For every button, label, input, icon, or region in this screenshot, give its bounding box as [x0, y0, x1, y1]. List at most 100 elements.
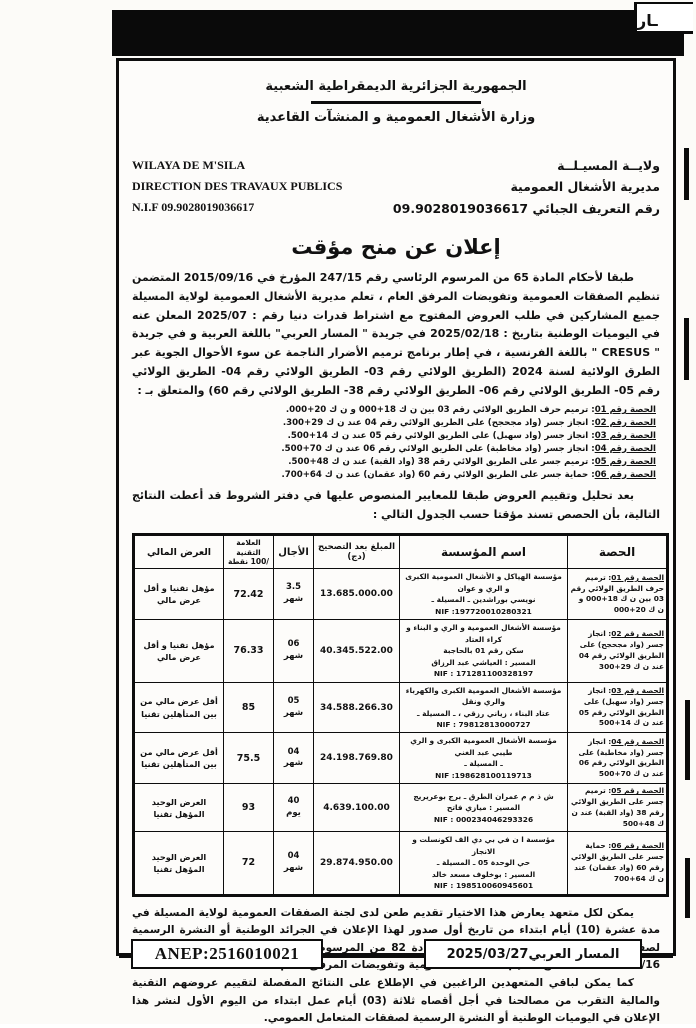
- consult-paragraph: كما يمكن لباقي المتعهدين الراغبين في الإ…: [132, 976, 660, 1025]
- cell-amount: 13.685.000.00: [313, 568, 400, 621]
- company-line: المسير : العياشي عبد الرزاق: [431, 657, 536, 667]
- company-nif: NIF :198628100119713: [435, 770, 532, 780]
- cell-lot-label: الحصة رقم 06: [611, 841, 664, 851]
- cell-score: 72: [223, 831, 274, 896]
- cell-lot-label: الحصة رقم 03: [611, 686, 664, 696]
- ministry-title: وزارة الأشغال العمومية و المنشآت القاعدي…: [256, 110, 536, 125]
- journal-stamp: المسار العربي 2025/03/27: [424, 939, 642, 969]
- direction-latin: DIRECTION DES TRAVAUX PUBLICS: [132, 179, 343, 193]
- cell-offer: مؤهل تقنيا و أقل عرض مالي: [133, 619, 224, 683]
- table-row: الحصة رقم 04: انجاز جسر (واد مخاطبة) على…: [133, 732, 668, 785]
- table-row: الحصة رقم 03: انجاز جسر (واد سهبل) على ا…: [133, 681, 668, 734]
- nif-latin: N.I.F 09.9028019036617: [132, 200, 255, 214]
- company-line: مؤسسة الأشغال العمومية الكبرى و الري طيب…: [410, 736, 557, 757]
- cell-company: مؤسسة الأشغال العمومية الكبرى والكهرباء …: [399, 681, 568, 734]
- lot-text: : ترميم جسر على الطريق الولائي رقم 38 (و…: [288, 456, 595, 467]
- lot-line: الحصة رقم 02: انجاز جسر (واد مجحجح) على …: [132, 417, 656, 430]
- duration-value: 40: [287, 795, 300, 806]
- duration-unit: يوم: [286, 807, 301, 818]
- anep-stamp: ANEP:2516010021: [131, 939, 323, 969]
- scan-artifact: [685, 700, 690, 780]
- cell-score: 93: [223, 783, 274, 833]
- cell-company: مؤسسة الهياكل و الأشغال العمومية الكبرى …: [399, 568, 568, 621]
- cell-duration: 04 شهر: [273, 732, 314, 785]
- cell-offer: أقل عرض مالي من بين المتأهلين تقنيا: [133, 681, 224, 734]
- cell-offer: العرض الوحيد المؤهل تقنيا: [133, 783, 224, 833]
- header-lot: الحصة: [567, 534, 668, 570]
- cell-score: 75.5: [223, 732, 274, 785]
- header-score-line2: /100 نقطة: [227, 557, 270, 566]
- bottom-paragraphs: يمكن لكل متعهد يعارض هذا الاختيار تقديم …: [132, 905, 660, 1028]
- cell-company: ش ذ م م عمران الطرق ـ برج بوعريريج المسي…: [399, 783, 568, 833]
- cell-lot-text: : انجاز جسر (واد مجحجح) على الطريق الولا…: [578, 629, 664, 671]
- lot-text: : انجاز جسر (واد مخاطبة) على الطريق الول…: [281, 443, 595, 454]
- header-score: العلامة التقنية /100 نقطة: [223, 534, 274, 570]
- journal-date: 2025/03/27: [446, 946, 529, 962]
- cell-lot-label: الحصة رقم 01: [611, 572, 664, 582]
- header-offer: العرض المالي: [133, 534, 224, 570]
- lot-text: : ترميم حرف الطريق الولائي رقم 03 بين ن …: [285, 405, 595, 416]
- cell-lot-text: : انجاز جسر (واد سهبل) على الطريق الولائ…: [578, 686, 664, 728]
- lot-label: الحصة رقم 01: [594, 405, 656, 416]
- duration-unit: شهر: [283, 862, 304, 873]
- company-line: مؤسسة ا ن في بي دي الف لكونسلت و الانجاز: [412, 835, 555, 856]
- cell-amount: 40.345.522.00: [313, 619, 400, 683]
- nif-arabic: رقم التعريف الجبائي 09.9028019036617: [392, 200, 660, 216]
- company-line: عتاد البناء ، زياني رزقي ، ـ المسيلة ـ: [417, 708, 550, 718]
- republic-title: الجمهورية الجزائرية الديمقراطية الشعبية: [265, 79, 527, 94]
- company-line: نويسي بوراشدين ـ المسيلة ـ: [431, 595, 536, 605]
- company-line: مؤسسة الهياكل و الأشغال العمومية الكبرى …: [405, 572, 562, 593]
- cell-company: مؤسسة الأشغال العمومية الكبرى و الري طيب…: [399, 732, 568, 785]
- duration-value: 06: [287, 639, 300, 650]
- company-line: مؤسسة الأشغال العمومية الكبرى والكهرباء …: [405, 685, 562, 707]
- cell-score: 85: [223, 681, 274, 734]
- scan-artifact: [685, 858, 690, 918]
- lot-text: : حماية جسر على الطريق الولائي رقم 60 (و…: [281, 469, 595, 480]
- lot-label: الحصة رقم 06: [594, 469, 656, 480]
- duration-value: 04: [287, 746, 300, 757]
- document-frame: الجمهورية الجزائرية الديمقراطية الشعبية …: [116, 58, 676, 1024]
- footer-rule: [119, 953, 673, 958]
- cell-offer: أقل عرض مالي من بين المتأهلين تقنيا: [133, 732, 224, 785]
- cell-lot-label: الحصة رقم 02: [611, 629, 664, 639]
- table-row: الحصة رقم 02: انجاز جسر (واد مجحجح) على …: [133, 619, 668, 683]
- header-divider: [311, 101, 481, 104]
- cell-lot-text: : انجاز جسر (واد مخاطبة) على الطريق الول…: [578, 736, 664, 779]
- lot-line: الحصة رقم 01: ترميم حرف الطريق الولائي ر…: [132, 404, 656, 417]
- cell-lot-label: الحصة رقم 04: [611, 736, 664, 746]
- lot-label: الحصة رقم 02: [594, 417, 656, 428]
- masthead-band: [112, 10, 684, 56]
- company-line: مؤسسة الأشغال العمومية و الري و البناء و…: [406, 623, 561, 644]
- header-score-line1: العلامة التقنية: [236, 538, 261, 557]
- cell-company: مؤسسة الأشغال العمومية و الري و البناء و…: [399, 619, 568, 683]
- award-table: الحصة اسم المؤسسة المبلغ بعد التصحيح (دج…: [132, 533, 669, 897]
- cell-lot: الحصة رقم 01: ترميم حرف الطريق الولائي ر…: [567, 568, 668, 621]
- org-header: WILAYA DE M'SILA DIRECTION DES TRAVAUX P…: [132, 155, 660, 219]
- lot-label: الحصة رقم 03: [594, 430, 656, 441]
- company-nif: NIF :197720010280321: [435, 606, 532, 616]
- cell-score: 72.42: [223, 568, 274, 621]
- cell-duration: 40 يوم: [273, 783, 314, 833]
- header-company: اسم المؤسسة: [399, 534, 568, 570]
- lot-line: الحصة رقم 05: ترميم جسر على الطريق الولا…: [132, 456, 656, 469]
- org-latin-block: WILAYA DE M'SILA DIRECTION DES TRAVAUX P…: [132, 155, 342, 219]
- header-duration: الأجال: [273, 534, 314, 570]
- journal-name: المسار العربي: [528, 946, 620, 962]
- duration-unit: شهر: [283, 594, 304, 605]
- page-title: إعلان عن منح مؤقت: [291, 234, 501, 259]
- cell-offer: مؤهل تقنيا و أقل عرض مالي: [133, 568, 224, 621]
- table-row: الحصة رقم 01: ترميم حرف الطريق الولائي ر…: [133, 568, 668, 621]
- lot-line: الحصة رقم 03: انجاز جسر (واد سهبل) على ا…: [132, 430, 656, 443]
- table-row: الحصة رقم 06: حماية جسر على الطريق الولا…: [133, 831, 668, 896]
- company-nif: NIF : 198510060945601: [433, 881, 534, 891]
- cell-amount: 34.588.266.30: [313, 681, 400, 734]
- company-line: المسير : بوخلوف مسعد خالد: [431, 869, 536, 879]
- cell-lot: الحصة رقم 06: حماية جسر على الطريق الولا…: [567, 831, 668, 896]
- table-header-row: الحصة اسم المؤسسة المبلغ بعد التصحيح (دج…: [133, 534, 668, 570]
- cell-lot: الحصة رقم 05: ترميم جسر على الطريق الولا…: [567, 783, 668, 833]
- lots-list: الحصة رقم 01: ترميم حرف الطريق الولائي ر…: [132, 404, 656, 481]
- cell-lot: الحصة رقم 04: انجاز جسر (واد مخاطبة) على…: [567, 732, 668, 785]
- duration-value: 04: [287, 851, 300, 862]
- duration-value: 05: [287, 695, 300, 706]
